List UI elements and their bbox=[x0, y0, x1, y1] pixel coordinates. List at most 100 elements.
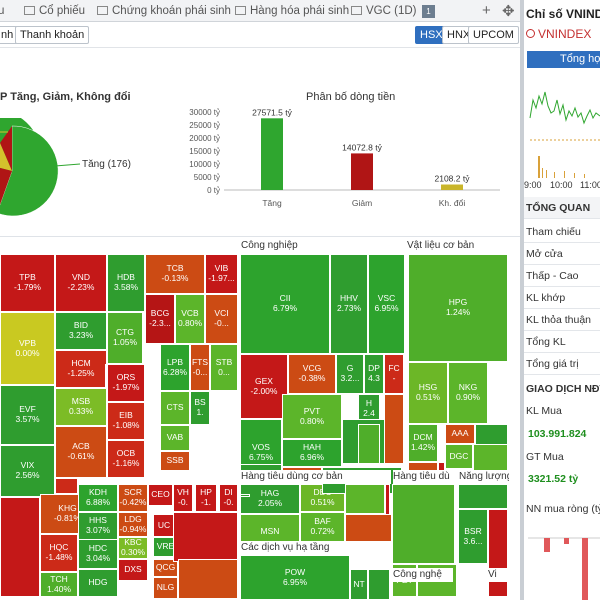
heatmap-tile-tpb[interactable]: TPB -1.79% bbox=[0, 254, 55, 312]
heatmap-tile-pvt[interactable]: PVT 0.80% bbox=[282, 394, 342, 439]
heatmap-tile[interactable] bbox=[55, 478, 78, 494]
heatmap-tile-eib[interactable]: EIB -1.08% bbox=[107, 402, 145, 440]
tile-change: -1.08% bbox=[112, 420, 140, 430]
heatmap-tile-vh[interactable]: VH -0. bbox=[173, 484, 193, 512]
add-tab-icon[interactable]: + bbox=[482, 2, 491, 19]
heatmap-tile[interactable] bbox=[358, 424, 380, 464]
tab-commodity[interactable]: Hàng hóa phái sinh bbox=[235, 0, 349, 22]
exchange-upcom-button[interactable]: UPCOM bbox=[468, 26, 519, 44]
heatmap-tile-bcg[interactable]: BCG -2.3... bbox=[145, 294, 175, 344]
heatmap-tile[interactable] bbox=[488, 509, 508, 597]
tab-market[interactable]: u bbox=[0, 0, 4, 22]
heatmap-tile-cts[interactable]: CTS bbox=[160, 391, 190, 425]
heatmap-tile-qcg[interactable]: QCG bbox=[153, 559, 178, 577]
tile-change: 0.51% bbox=[310, 497, 335, 507]
tile-symbol: CTG bbox=[116, 327, 134, 338]
heatmap-tile[interactable] bbox=[345, 484, 385, 514]
tile-symbol: NKG bbox=[458, 382, 478, 393]
heatmap-tile-ors[interactable]: ORS -1.97% bbox=[107, 364, 145, 402]
tile-symbol: VSC bbox=[377, 293, 396, 304]
heatmap-tile-dcm[interactable]: DCM 1.42% bbox=[408, 424, 438, 462]
heatmap-tile-hhs[interactable]: HHS 3.07% bbox=[78, 512, 118, 540]
heatmap-tile-hpg[interactable]: HPG 1.24% bbox=[408, 254, 508, 362]
heatmap-tile-hqc[interactable]: HQC -1.48% bbox=[40, 534, 78, 572]
heatmap-tile-ceo[interactable]: CEO bbox=[148, 484, 173, 506]
heatmap-tile[interactable] bbox=[178, 559, 238, 599]
heatmap-tile[interactable] bbox=[384, 394, 404, 464]
heatmap-tile-di[interactable]: DI -0. bbox=[219, 484, 238, 512]
heatmap-tile-vix[interactable]: VIX 2.56% bbox=[0, 445, 55, 497]
heatmap-tile-g[interactable]: G 3.2... bbox=[336, 354, 364, 394]
heatmap-tile-bsr[interactable]: BSR 3.6... bbox=[458, 509, 488, 564]
heatmap-tile-hdb[interactable]: HDB 3.58% bbox=[107, 254, 145, 312]
heatmap-tile-hdc[interactable]: HDC 3.04% bbox=[78, 539, 118, 569]
heatmap-tile-kdh[interactable]: KDH 6.88% bbox=[78, 484, 118, 512]
heatmap-tile[interactable] bbox=[240, 494, 250, 497]
heatmap-tile-evf[interactable]: EVF 3.57% bbox=[0, 385, 55, 445]
tab-derivatives[interactable]: Chứng khoán phái sinh bbox=[97, 0, 231, 22]
heatmap-tile-ocb[interactable]: OCB -1.16% bbox=[107, 440, 145, 478]
heatmap-tile-fc[interactable]: FC - bbox=[384, 354, 404, 394]
heatmap-tile[interactable] bbox=[173, 512, 238, 562]
heatmap-tile-stb[interactable]: STB 0... bbox=[210, 344, 238, 391]
heatmap-tile-hp[interactable]: HP -1. bbox=[195, 484, 217, 512]
heatmap-tile-tch[interactable]: TCH 1.40% bbox=[40, 572, 78, 597]
sector-label-industrial: Công nghiệp bbox=[241, 239, 401, 253]
heatmap-tile-dxs[interactable]: DXS bbox=[118, 559, 148, 581]
tile-symbol: VOS bbox=[252, 442, 270, 453]
heatmap-tile-scr[interactable]: SCR -0.42% bbox=[118, 484, 148, 512]
heatmap-tile[interactable] bbox=[105, 364, 107, 388]
heatmap-tile-tcb[interactable]: TCB -0.13% bbox=[145, 254, 205, 294]
heatmap-tile-nlg[interactable]: NLG bbox=[153, 577, 178, 599]
heatmap-tile-bs[interactable]: BS 1. bbox=[190, 391, 210, 425]
heatmap-tile[interactable] bbox=[392, 484, 455, 564]
heatmap-tile-aaa[interactable]: AAA bbox=[445, 424, 475, 444]
heatmap-tile-ctg[interactable]: CTG 1.05% bbox=[107, 312, 143, 364]
heatmap-tile-vsc[interactable]: VSC 6.95% bbox=[368, 254, 405, 354]
heatmap-tile-hhv[interactable]: HHV 2.73% bbox=[330, 254, 368, 354]
buy-value-label: GT Mua bbox=[526, 451, 564, 463]
heatmap-tile-bid[interactable]: BID 3.23% bbox=[55, 312, 107, 350]
heatmap-tile-acb[interactable]: ACB -0.61% bbox=[55, 426, 107, 478]
heatmap-tile-dgc[interactable]: DGC bbox=[445, 444, 473, 469]
heatmap-tile[interactable] bbox=[0, 497, 40, 597]
heatmap-tile-fts[interactable]: FTS -0... bbox=[190, 344, 210, 391]
liquidity-button[interactable]: Thanh khoản bbox=[15, 26, 90, 44]
heatmap-tile-vnd[interactable]: VND -2.23% bbox=[55, 254, 107, 312]
tile-symbol: HP bbox=[200, 487, 212, 498]
heatmap-tile-gex[interactable]: GEX -2.00% bbox=[240, 354, 288, 419]
tile-symbol: SCR bbox=[124, 487, 142, 498]
heatmap-tile-ldg[interactable]: LDG -0.94% bbox=[118, 512, 148, 537]
heatmap-tile[interactable] bbox=[458, 484, 508, 509]
panel-divider[interactable] bbox=[520, 0, 524, 600]
heatmap-tile-vab[interactable]: VAB bbox=[160, 425, 190, 451]
tab-stocks[interactable]: Cổ phiếu bbox=[24, 0, 85, 22]
heatmap-tile-nkg[interactable]: NKG 0.90% bbox=[448, 362, 488, 424]
heatmap-tile-hag[interactable]: HAG 2.05% bbox=[240, 484, 300, 514]
heatmap-tile-hah[interactable]: HAH 6.96% bbox=[282, 439, 342, 467]
summary-button[interactable]: Tổng hợp bbox=[527, 51, 600, 68]
heatmap-tile-vcb[interactable]: VCB 0.80% bbox=[175, 294, 205, 344]
heatmap-tile-hcm[interactable]: HCM -1.25% bbox=[55, 350, 107, 388]
heatmap-tile-hsg[interactable]: HSG 0.51% bbox=[408, 362, 448, 424]
heatmap-tile-hdg[interactable]: HDG bbox=[78, 569, 118, 597]
heatmap-tile-vpb[interactable]: VPB 0.00% bbox=[0, 312, 55, 385]
tab-vgc[interactable]: VGC (1D) bbox=[351, 0, 416, 22]
heatmap-tile-baf[interactable]: BAF 0.72% bbox=[300, 512, 345, 542]
heatmap-tile-vcg[interactable]: VCG -0.38% bbox=[288, 354, 336, 394]
heatmap-tile-vci[interactable]: VCI -0... bbox=[205, 294, 238, 344]
heatmap-tile-dp[interactable]: DP 4.3 bbox=[364, 354, 384, 394]
heatmap-tile-lpb[interactable]: LPB 6.28% bbox=[160, 344, 190, 391]
index-selector[interactable]: VNINDEX bbox=[526, 27, 591, 41]
exchange-hsx-button[interactable]: HSX bbox=[415, 26, 448, 44]
heatmap-tile-ssb[interactable]: SSB bbox=[160, 451, 190, 471]
heatmap-tile[interactable] bbox=[368, 569, 390, 600]
heatmap-tile-uc[interactable]: UC bbox=[153, 514, 175, 537]
heatmap-tile-nt[interactable]: NT bbox=[350, 569, 368, 600]
heatmap-tile-msb[interactable]: MSB 0.33% bbox=[55, 388, 107, 426]
heatmap-tile-pow[interactable]: POW 6.95% bbox=[240, 555, 350, 600]
heatmap-tile-kbc[interactable]: KBC 0.30% bbox=[118, 537, 148, 559]
heatmap-tile-cii[interactable]: CII 6.79% bbox=[240, 254, 330, 354]
heatmap-tile-vib[interactable]: VIB -1.97... bbox=[205, 254, 238, 294]
move-icon[interactable]: ✥ bbox=[502, 3, 515, 20]
